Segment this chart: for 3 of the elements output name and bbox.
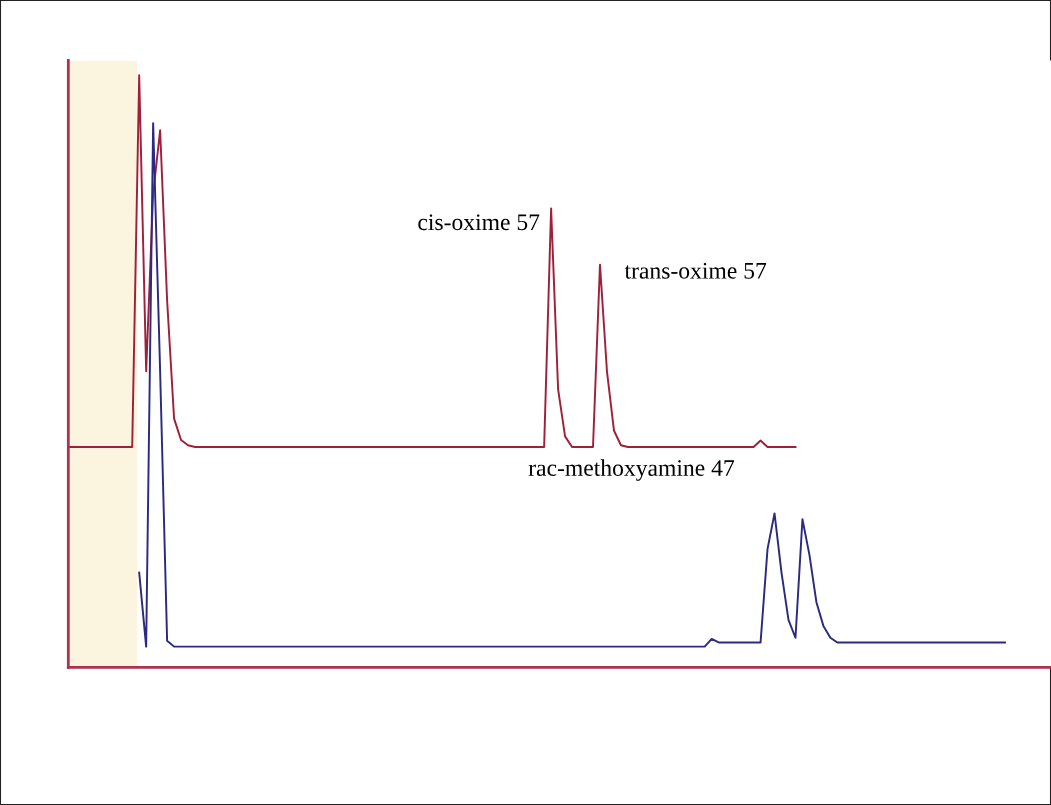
annotation: trans-oxime 57	[624, 262, 767, 279]
annotation: rac-methoxyamine 47	[528, 459, 735, 481]
annotation: cis-oxime 57	[418, 214, 540, 231]
